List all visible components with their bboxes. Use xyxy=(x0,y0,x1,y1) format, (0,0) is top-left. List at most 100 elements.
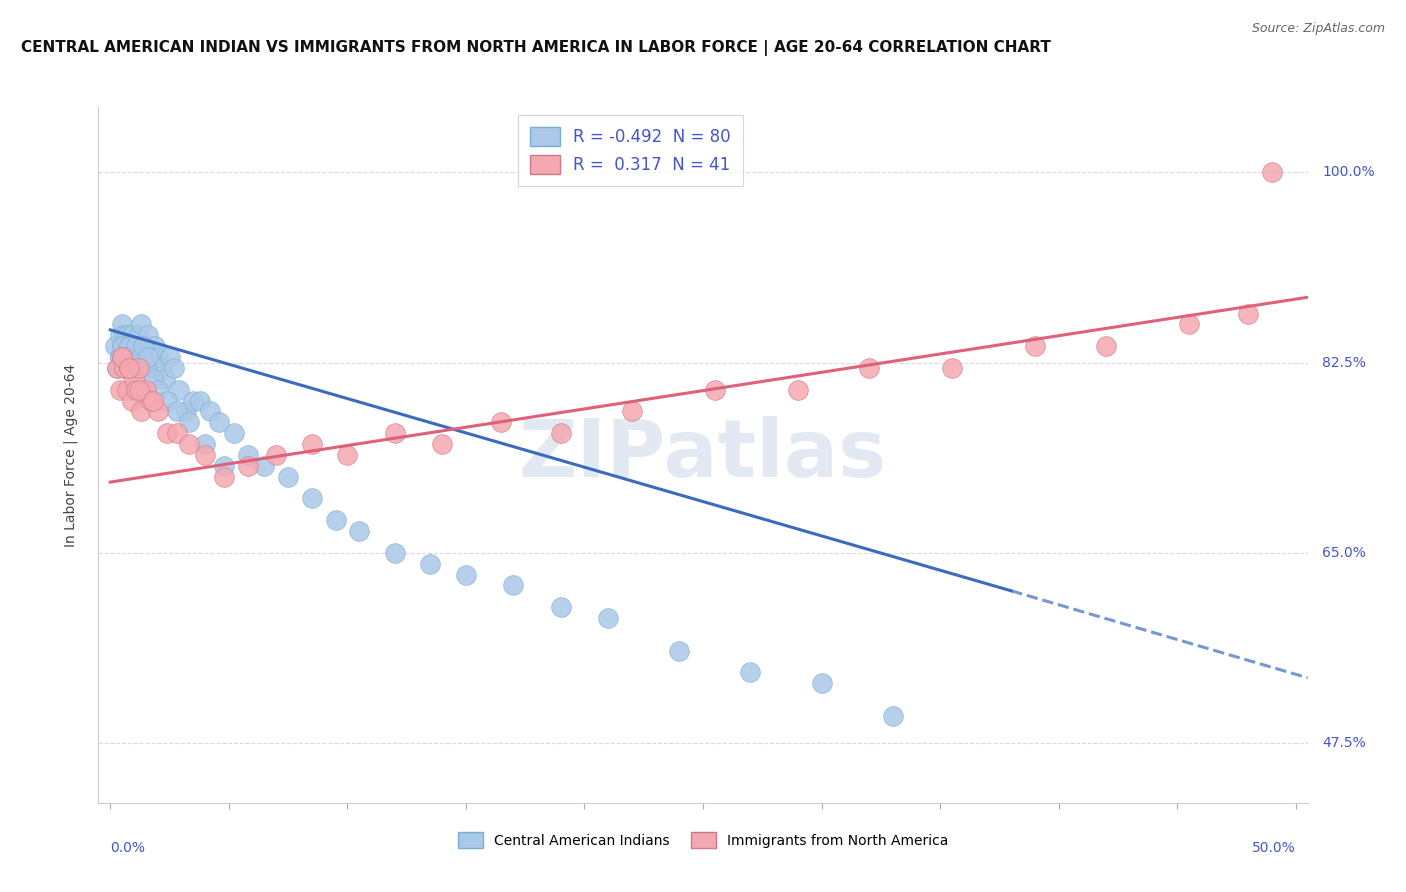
Text: CENTRAL AMERICAN INDIAN VS IMMIGRANTS FROM NORTH AMERICA IN LABOR FORCE | AGE 20: CENTRAL AMERICAN INDIAN VS IMMIGRANTS FR… xyxy=(21,40,1050,56)
Point xyxy=(125,350,148,364)
Point xyxy=(115,350,138,364)
Point xyxy=(111,350,134,364)
Point xyxy=(139,350,162,364)
Point xyxy=(143,339,166,353)
Point xyxy=(122,350,145,364)
Point xyxy=(136,328,159,343)
Point xyxy=(132,350,155,364)
Point xyxy=(156,426,179,441)
Point xyxy=(122,361,145,376)
Point xyxy=(236,448,259,462)
Point xyxy=(198,404,221,418)
Point xyxy=(125,339,148,353)
Point xyxy=(132,339,155,353)
Point xyxy=(190,393,212,408)
Point xyxy=(135,361,157,376)
Point xyxy=(336,448,359,462)
Point xyxy=(118,339,141,353)
Point xyxy=(858,361,880,376)
Point xyxy=(264,448,287,462)
Point xyxy=(118,361,141,376)
Point xyxy=(740,665,762,680)
Point xyxy=(177,415,200,429)
Point xyxy=(194,437,217,451)
Point xyxy=(882,708,904,723)
Point xyxy=(118,339,141,353)
Point xyxy=(277,469,299,483)
Point xyxy=(212,469,235,483)
Point xyxy=(166,404,188,418)
Point xyxy=(128,361,150,376)
Point xyxy=(153,372,176,386)
Point xyxy=(115,328,138,343)
Point xyxy=(128,361,150,376)
Point xyxy=(194,448,217,462)
Text: 82.5%: 82.5% xyxy=(1322,356,1367,369)
Point xyxy=(384,426,406,441)
Point xyxy=(152,361,174,376)
Point xyxy=(139,393,162,408)
Point xyxy=(177,437,200,451)
Text: Source: ZipAtlas.com: Source: ZipAtlas.com xyxy=(1251,22,1385,36)
Point xyxy=(105,361,128,376)
Point xyxy=(253,458,276,473)
Point xyxy=(108,350,131,364)
Point xyxy=(111,339,134,353)
Point xyxy=(166,426,188,441)
Point xyxy=(181,393,204,408)
Point xyxy=(105,361,128,376)
Point xyxy=(502,578,524,592)
Point xyxy=(129,350,152,364)
Point xyxy=(941,361,963,376)
Point xyxy=(810,676,832,690)
Point xyxy=(122,350,145,364)
Point xyxy=(121,393,143,408)
Point xyxy=(118,350,141,364)
Point xyxy=(432,437,454,451)
Point xyxy=(1237,307,1260,321)
Point xyxy=(167,383,190,397)
Point xyxy=(122,372,145,386)
Point xyxy=(1024,339,1046,353)
Point xyxy=(1261,165,1284,179)
Point xyxy=(115,361,138,376)
Point xyxy=(118,361,141,376)
Point xyxy=(419,557,441,571)
Point xyxy=(786,383,808,397)
Point xyxy=(135,383,157,397)
Point xyxy=(122,339,145,353)
Text: 100.0%: 100.0% xyxy=(1322,165,1375,179)
Point xyxy=(104,339,127,353)
Point xyxy=(384,546,406,560)
Point xyxy=(118,361,141,376)
Point xyxy=(620,404,643,418)
Point xyxy=(114,350,136,364)
Point xyxy=(598,611,620,625)
Point xyxy=(454,567,477,582)
Point xyxy=(142,361,165,376)
Point xyxy=(146,350,169,364)
Point xyxy=(136,350,159,364)
Point xyxy=(550,426,572,441)
Point xyxy=(128,383,150,397)
Point xyxy=(121,328,143,343)
Point xyxy=(142,372,165,386)
Point xyxy=(550,600,572,615)
Point xyxy=(121,361,143,376)
Point xyxy=(121,350,143,364)
Point xyxy=(114,361,136,376)
Point xyxy=(301,491,323,506)
Point xyxy=(668,643,690,657)
Text: 0.0%: 0.0% xyxy=(110,841,145,855)
Point xyxy=(128,361,150,376)
Point xyxy=(1178,318,1201,332)
Point xyxy=(125,339,148,353)
Point xyxy=(114,328,136,343)
Point xyxy=(156,393,179,408)
Point xyxy=(121,361,143,376)
Point xyxy=(212,458,235,473)
Point xyxy=(347,524,370,538)
Point xyxy=(128,328,150,343)
Point xyxy=(146,404,169,418)
Point xyxy=(146,383,169,397)
